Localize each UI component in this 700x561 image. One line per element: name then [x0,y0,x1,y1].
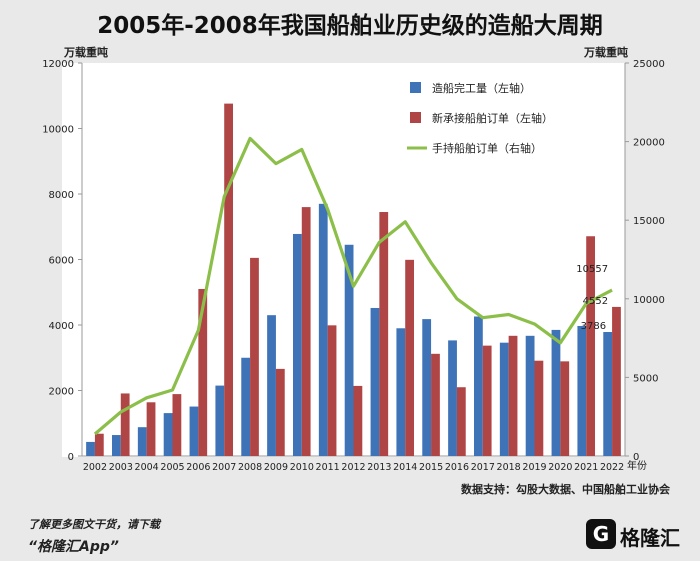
x-tick-label: 2006 [186,462,210,473]
data-source: 数据支持：勾股大数据、中国船舶工业协会 [461,483,670,496]
bar-completed [473,316,483,456]
right-tick-label: 20000 [633,138,665,149]
bar-completed [292,233,302,456]
bar-new-orders [405,259,415,456]
right-tick-label: 15000 [633,216,665,227]
x-tick-label: 2002 [83,462,107,473]
x-tick-label: 2022 [600,462,624,473]
bar-completed [577,325,587,456]
bar-new-orders [586,236,596,456]
bar-completed [448,340,457,456]
x-tick-label: 2005 [160,462,184,473]
bar-new-orders [120,393,130,456]
bar-completed [267,315,276,456]
x-tick-label: 2009 [264,462,288,473]
bar-new-orders [172,394,182,456]
bar-new-orders [301,207,311,456]
bar-completed [318,203,328,456]
brand-logo-icon: G [586,519,616,549]
bar-new-orders [250,257,259,456]
bar-new-orders [612,306,621,456]
bar-completed [189,406,199,456]
bar-new-orders [482,345,492,456]
legend-swatch [410,112,421,123]
left-tick-label: 8000 [49,190,74,201]
left-tick-label: 0 [68,452,74,463]
x-tick-label: 2011 [316,462,340,473]
x-tick-label: 2013 [367,462,391,473]
left-tick-label: 10000 [42,125,74,136]
right-tick-label: 0 [633,452,639,463]
right-tick-label: 25000 [633,59,665,70]
left-tick-label: 12000 [42,59,74,70]
bar-completed [137,427,147,456]
bar-new-orders [456,387,466,456]
x-tick-label: 2021 [574,462,598,473]
x-tick-label: 2014 [393,462,417,473]
x-tick-label: 2004 [135,462,159,473]
left-axis-unit: 万载重吨 [64,46,108,59]
bar-completed [525,335,535,456]
bar-new-orders [379,212,389,456]
data-label: 3786 [581,321,606,332]
left-tick-label: 4000 [49,321,74,332]
x-tick-label: 2007 [212,462,236,473]
bar-completed [551,329,561,456]
footer-app-name: “格隆汇App” [28,539,119,555]
x-axis-unit: 年份 [627,459,647,472]
bar-new-orders [560,361,570,456]
x-tick-label: 2012 [341,462,365,473]
bar-completed [396,328,406,456]
legend-label: 手持船舶订单（右轴） [432,141,542,155]
bar-completed [603,332,613,456]
bar-completed [344,244,354,456]
right-tick-label: 10000 [633,295,665,306]
bar-new-orders [431,353,440,456]
bar-completed [215,385,225,456]
brand-logo: G 格隆汇 [586,519,686,551]
x-tick-label: 2010 [290,462,314,473]
brand-logo-text: 格隆汇 [620,526,680,550]
bar-new-orders [94,433,104,456]
x-tick-label: 2015 [419,462,443,473]
data-label: 4552 [583,296,608,307]
bar-completed [241,357,251,456]
bar-completed [163,413,173,456]
chart-title: 2005年-2008年我国船舶业历史级的造船大周期 [97,13,603,39]
legend-swatch [410,82,421,93]
bar-new-orders [198,288,208,456]
x-tick-label: 2003 [109,462,133,473]
bar-new-orders [508,335,518,456]
x-tick-label: 2016 [445,462,469,473]
x-tick-label: 2019 [522,462,546,473]
x-tick-label: 2008 [238,462,262,473]
bar-completed [499,342,509,456]
bar-new-orders [534,360,544,456]
right-axis-unit: 万载重吨 [584,46,628,59]
right-tick-label: 5000 [633,373,658,384]
bar-new-orders [353,385,363,456]
bar-new-orders [146,402,156,456]
bar-completed [111,435,121,456]
bar-new-orders [224,103,234,457]
legend-label: 造船完工量（左轴） [432,81,531,95]
x-tick-label: 2020 [548,462,572,473]
bar-new-orders [327,325,337,456]
x-tick-label: 2017 [471,462,495,473]
left-tick-label: 2000 [49,387,74,398]
bar-completed [422,319,432,456]
legend-label: 新承接船舶订单（左轴） [432,111,553,125]
footer-download-hint: 了解更多图文干货，请下载 [28,518,160,531]
bar-completed [86,441,95,456]
x-tick-label: 2018 [497,462,521,473]
left-tick-label: 6000 [49,256,74,267]
bar-completed [370,307,380,456]
data-label: 10557 [576,264,608,275]
bar-new-orders [275,368,285,456]
